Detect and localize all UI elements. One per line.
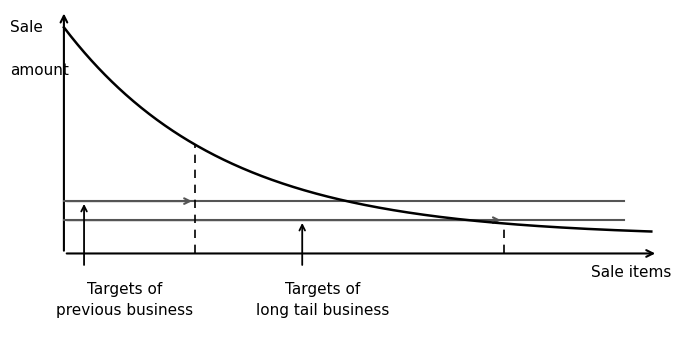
Text: Targets of
long tail business: Targets of long tail business <box>256 282 389 318</box>
Text: Sale items: Sale items <box>591 265 671 280</box>
Text: amount: amount <box>10 63 69 78</box>
Text: Sale: Sale <box>10 20 43 35</box>
Text: Targets of
previous business: Targets of previous business <box>55 282 193 318</box>
